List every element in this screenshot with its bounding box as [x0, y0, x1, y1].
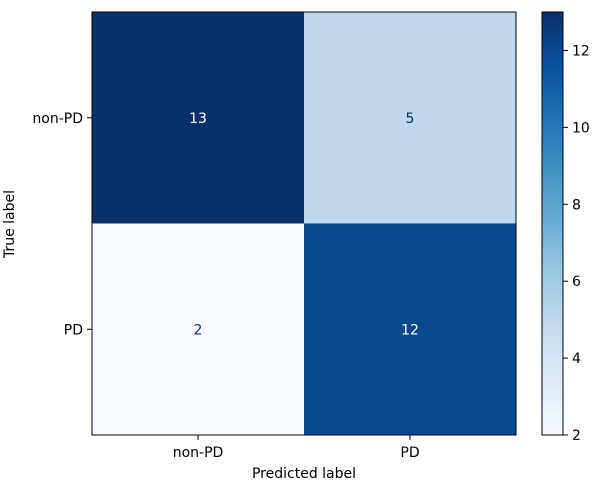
- plot-frame: [91, 11, 517, 436]
- matrix-cell-0-0: [92, 12, 304, 224]
- x-tick-label: PD: [400, 445, 419, 461]
- colorbar-tick-label: 2: [572, 428, 581, 444]
- y-tick-label: PD: [64, 322, 83, 338]
- y-tick-label: non-PD: [32, 111, 83, 127]
- cell-value-label: 2: [194, 322, 203, 338]
- x-ticks-layer: non-PD PD: [173, 435, 420, 461]
- y-ticks-layer: non-PD PD: [32, 111, 92, 338]
- x-tick-label: non-PD: [173, 445, 224, 461]
- cell-value-label: 12: [401, 322, 419, 338]
- colorbar-ticks-layer: 2 4 6 8 10 12: [563, 43, 590, 444]
- matrix-cell-0-1: [304, 12, 516, 224]
- y-axis-label: True label: [2, 190, 18, 259]
- colorbar-tick-label: 4: [572, 351, 581, 367]
- cell-labels-layer: 13 5 2 12: [189, 111, 419, 339]
- cell-value-label: 13: [189, 111, 207, 127]
- matrix-cell-1-0: [92, 223, 304, 435]
- matrix-cell-1-1: [304, 223, 516, 435]
- colorbar: [541, 11, 564, 436]
- colorbar-tick-label: 10: [572, 120, 590, 136]
- cell-value-label: 5: [406, 111, 415, 127]
- x-axis-label: Predicted label: [252, 466, 356, 482]
- colorbar-tick-label: 12: [572, 43, 590, 59]
- cells-layer: [92, 12, 516, 435]
- colorbar-tick-label: 8: [572, 197, 581, 213]
- colorbar-tick-label: 6: [572, 274, 581, 290]
